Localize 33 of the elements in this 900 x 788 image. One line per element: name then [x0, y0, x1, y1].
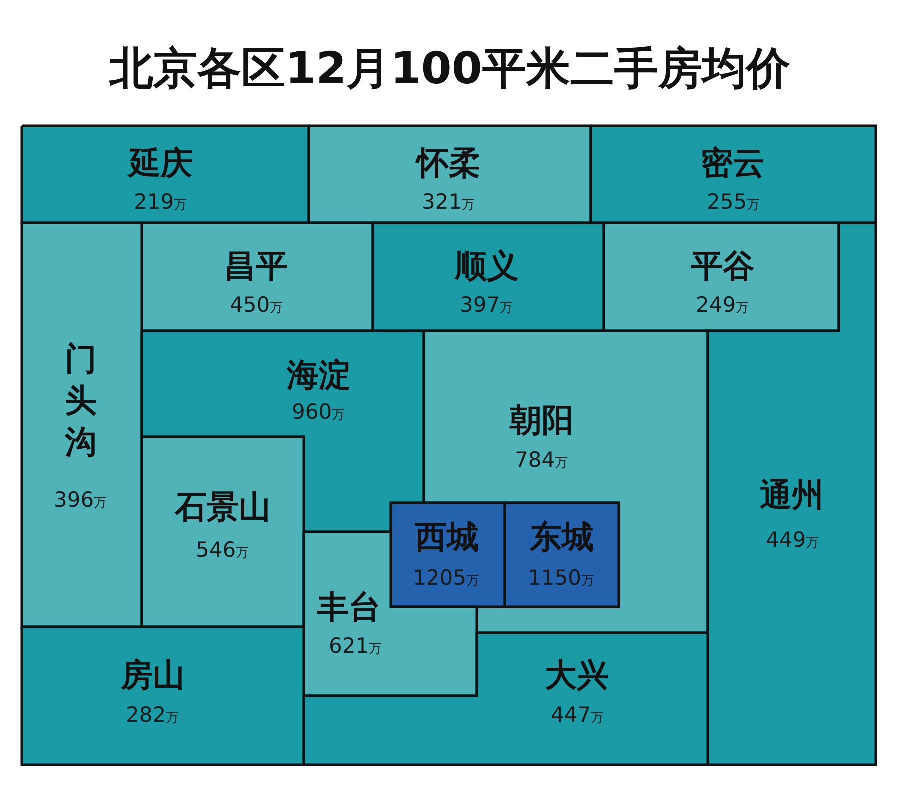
- category-label: 昌平: [224, 247, 288, 285]
- category-label: 石景山: [174, 488, 271, 526]
- data-label: 960万: [292, 400, 346, 424]
- category-label: 海淀: [286, 356, 351, 394]
- data-label: 621万: [329, 634, 382, 658]
- category-label: 怀柔: [415, 144, 481, 182]
- data-label: 1150万: [528, 566, 594, 590]
- data-label: 546万: [196, 538, 250, 562]
- data-label: 321万: [422, 190, 476, 214]
- data-label: 219万: [134, 190, 188, 214]
- category-label: 房山: [120, 656, 185, 694]
- category-label: 东城: [529, 518, 594, 556]
- data-label: 397万: [460, 293, 514, 317]
- text: 北京各区12月100平米二手房均价: [108, 43, 792, 94]
- data-label: 1205万: [413, 566, 480, 590]
- category-label: 通州: [760, 476, 824, 514]
- data-label: 396万: [54, 488, 108, 512]
- data-label: 784万: [515, 448, 568, 472]
- category-label: 西城: [414, 518, 479, 556]
- category-label: 朝阳: [509, 401, 574, 439]
- category-label: 丰台: [316, 588, 381, 626]
- data-label: 450万: [230, 293, 284, 317]
- data-label: 449万: [766, 528, 820, 552]
- category-label: 顺义: [454, 247, 519, 285]
- category-label: 密云: [701, 144, 765, 182]
- data-label: 447万: [551, 703, 604, 727]
- category-label: 门头沟: [64, 340, 97, 462]
- data-label: 255万: [707, 190, 760, 214]
- category-label: 大兴: [545, 656, 609, 694]
- data-label: 249万: [696, 293, 750, 317]
- category-label: 延庆: [127, 144, 193, 182]
- data-label: 282万: [126, 703, 180, 727]
- category-label: 平谷: [690, 247, 755, 285]
